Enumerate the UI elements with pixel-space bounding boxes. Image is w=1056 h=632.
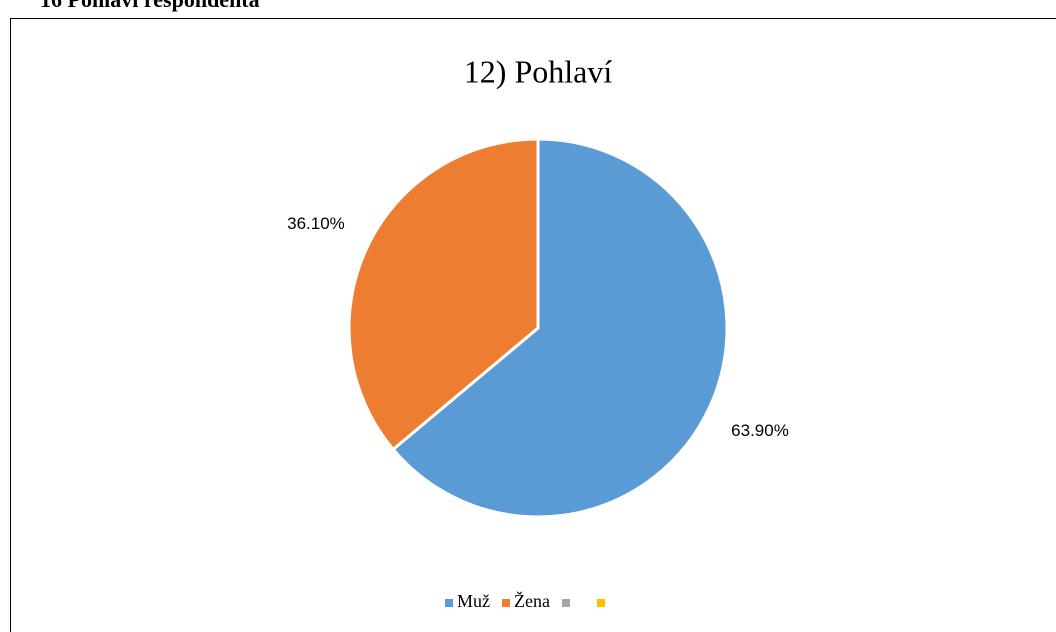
legend-swatch xyxy=(596,599,605,607)
legend-label: Muž xyxy=(457,591,490,611)
pie-slice xyxy=(391,137,729,519)
legend-swatch xyxy=(561,599,570,607)
data-label: 36.10% xyxy=(287,214,345,233)
pie-slice xyxy=(347,137,540,451)
data-label: 63.90% xyxy=(731,421,789,440)
legend-swatch xyxy=(445,599,453,607)
legend-label: Žena xyxy=(514,590,550,611)
chart-title: 12) Pohlaví xyxy=(464,53,613,89)
legend-swatch xyxy=(502,599,510,607)
caption: 16 Pohlaví respondenta xyxy=(40,0,260,12)
